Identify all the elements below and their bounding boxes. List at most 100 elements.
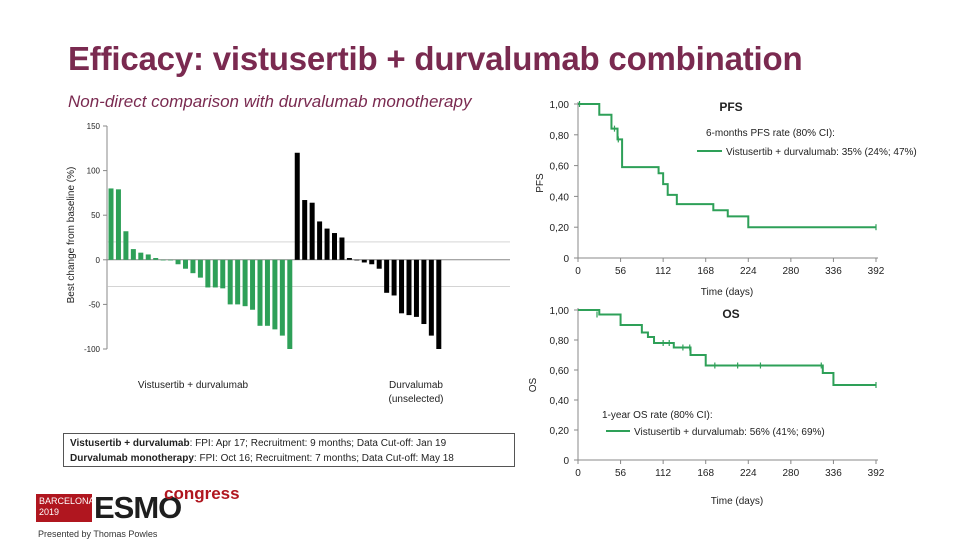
pfs-y-tick-label: 0,80 xyxy=(550,131,570,142)
waterfall-bar xyxy=(309,202,315,260)
waterfall-y-tick-label: -100 xyxy=(84,345,101,354)
waterfall-bar xyxy=(287,259,293,349)
pfs-chart: 0 56 112 168 224 280 336 392 0 0,20 0,40 0,60 0,80 1,… xyxy=(535,100,917,298)
pfs-x-tick-label: 168 xyxy=(697,266,714,277)
os-annotation: 1-year OS rate (80% CI): xyxy=(602,410,713,421)
waterfall-bar xyxy=(264,259,270,326)
os-x-tick-label: 224 xyxy=(740,468,757,479)
waterfall-bar xyxy=(190,259,196,274)
waterfall-bar xyxy=(115,189,121,260)
waterfall-bar xyxy=(317,221,323,260)
pfs-x-tick-label: 0 xyxy=(575,266,581,277)
pfs-x-tick-label: 392 xyxy=(868,266,885,277)
waterfall-bar xyxy=(279,259,285,336)
waterfall-bar xyxy=(212,259,218,288)
logo-city: BARCELONA xyxy=(39,496,95,506)
pfs-annotation: 6-months PFS rate (80% CI): xyxy=(706,128,835,139)
waterfall-bar xyxy=(391,259,397,296)
study-info-box: Vistusertib + durvalumab: FPI: Apr 17; R… xyxy=(63,433,515,467)
waterfall-group2-label: Durvalumab xyxy=(389,380,443,391)
os-x-tick-label: 112 xyxy=(655,468,671,479)
waterfall-bar xyxy=(294,152,300,260)
waterfall-bar xyxy=(242,259,248,307)
waterfall-bar xyxy=(324,228,330,260)
os-title: OS xyxy=(722,307,739,321)
info-line1-rest: : FPI: Apr 17; Recruitment: 9 months; Da… xyxy=(189,438,447,449)
pfs-x-label: Time (days) xyxy=(701,287,753,298)
os-y-tick-label: 0,60 xyxy=(550,366,570,377)
waterfall-y-tick-label: -50 xyxy=(88,300,100,309)
pfs-x-tick-label: 112 xyxy=(655,266,671,277)
waterfall-bar xyxy=(302,200,308,260)
waterfall-bar xyxy=(250,259,256,310)
pfs-x-tick-label: 56 xyxy=(615,266,627,277)
logo-year: 2019 xyxy=(39,507,60,517)
waterfall-y-tick-label: 50 xyxy=(91,211,100,220)
waterfall-bar xyxy=(123,231,129,260)
waterfall-bar xyxy=(354,259,360,261)
os-legend: Vistusertib + durvalumab: 56% (41%; 69%) xyxy=(634,427,825,438)
waterfall-bar xyxy=(399,259,405,314)
presenter-credit: Presented by Thomas Powles xyxy=(38,529,158,539)
esmo-congress-logo: BARCELONA 2019 ESMO congress xyxy=(36,484,240,528)
os-y-label: OS xyxy=(528,377,539,392)
waterfall-bar xyxy=(257,259,263,326)
os-chart: 0 56 112 168 224 280 336 392 0 0,20 0,40 0,60 0,80 1,… xyxy=(528,306,885,507)
pfs-title: PFS xyxy=(719,100,742,114)
pfs-y-tick-label: 1,00 xyxy=(550,100,570,111)
slide-title: Efficacy: vistusertib + durvalumab combi… xyxy=(68,40,803,77)
waterfall-bar xyxy=(436,259,442,349)
waterfall-bar xyxy=(197,259,203,278)
os-y-tick-label: 1,00 xyxy=(550,306,570,317)
pfs-y-label: PFS xyxy=(535,173,546,193)
pfs-x-tick-label: 336 xyxy=(825,266,842,277)
waterfall-bar xyxy=(369,259,375,265)
os-y-tick-label: 0,20 xyxy=(550,426,570,437)
waterfall-bar xyxy=(332,233,337,260)
os-x-tick-label: 56 xyxy=(615,468,627,479)
logo-congress: congress xyxy=(164,484,240,503)
waterfall-bar xyxy=(413,259,419,317)
pfs-y-tick-label: 0,20 xyxy=(550,223,570,234)
waterfall-bar xyxy=(428,259,434,336)
info-line1-bold: Vistusertib + durvalumab xyxy=(70,438,190,449)
waterfall-y-label: Best change from baseline (%) xyxy=(66,167,77,304)
waterfall-bar xyxy=(220,259,226,289)
waterfall-bar xyxy=(145,254,151,260)
waterfall-bar xyxy=(175,259,181,265)
waterfall-group1-label: Vistusertib + durvalumab xyxy=(138,380,249,391)
waterfall-bar xyxy=(138,252,144,260)
waterfall-bar xyxy=(130,249,136,260)
pfs-legend: Vistusertib + durvalumab: 35% (24%; 47%) xyxy=(726,147,917,158)
os-x-tick-label: 0 xyxy=(575,468,581,479)
waterfall-bar xyxy=(346,258,352,260)
os-y-tick-label: 0 xyxy=(563,456,569,467)
waterfall-bar xyxy=(168,259,174,261)
waterfall-bar xyxy=(235,259,241,305)
info-line-combination: Vistusertib + durvalumab: FPI: Apr 17; R… xyxy=(70,436,508,451)
waterfall-y-tick-label: 0 xyxy=(96,256,101,265)
pfs-x-tick-label: 224 xyxy=(740,266,757,277)
waterfall-bar xyxy=(153,258,159,260)
slide-subtitle: Non-direct comparison with durvalumab mo… xyxy=(68,92,472,111)
os-y-tick-label: 0,40 xyxy=(550,396,570,407)
waterfall-bar xyxy=(205,259,211,288)
waterfall-bar xyxy=(108,188,114,260)
pfs-y-tick-label: 0,60 xyxy=(550,162,570,173)
waterfall-bar xyxy=(227,259,233,305)
os-x-tick-label: 280 xyxy=(783,468,800,479)
waterfall-bar xyxy=(183,259,188,269)
pfs-curve xyxy=(578,103,876,229)
info-line2-rest: : FPI: Oct 16; Recruitment: 7 months; Da… xyxy=(193,453,454,464)
waterfall-bar xyxy=(272,259,278,330)
os-x-tick-label: 168 xyxy=(697,468,714,479)
waterfall-group2-sublabel: (unselected) xyxy=(388,394,443,405)
waterfall-y-tick-label: 150 xyxy=(87,122,101,131)
waterfall-bar xyxy=(376,259,382,269)
pfs-y-tick-label: 0,40 xyxy=(550,192,570,203)
os-x-tick-label: 336 xyxy=(825,468,842,479)
os-curve xyxy=(578,309,876,386)
pfs-x-tick-label: 280 xyxy=(783,266,800,277)
waterfall-bar xyxy=(421,259,427,325)
